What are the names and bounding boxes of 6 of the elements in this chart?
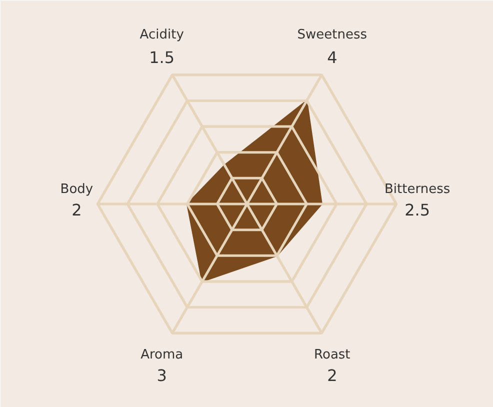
spoke-label: Roast 2 [314,348,350,386]
spoke-label: Acidity 1.5 [140,27,184,67]
spoke-label: Body 2 [60,182,94,220]
spoke-label: Bitterness 2.5 [384,182,450,220]
spoke-label: Aroma 3 [140,348,184,386]
spoke-label: Sweetness 4 [297,27,368,67]
